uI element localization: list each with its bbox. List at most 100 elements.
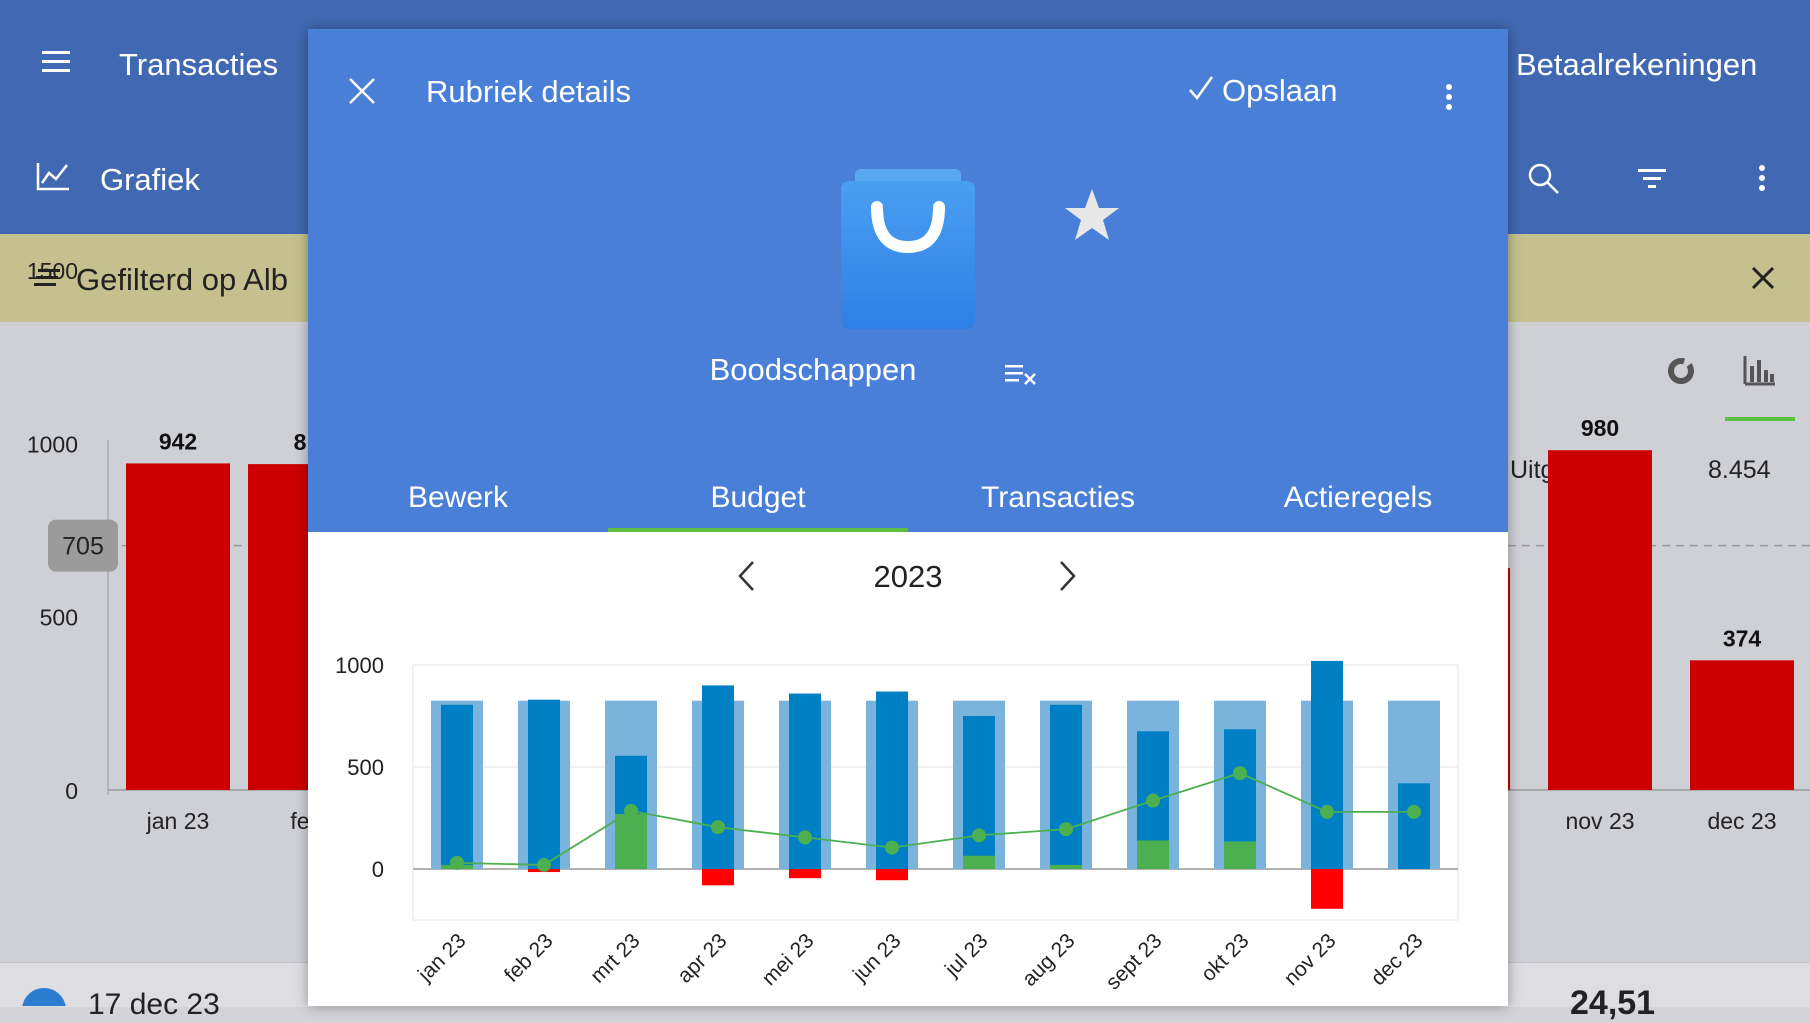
over-budget-bar (789, 869, 821, 879)
x-tick-label: nov 23 (1565, 808, 1634, 834)
bar-value-label: 374 (1723, 625, 1762, 651)
x-tick-label: jun 23 (848, 929, 905, 986)
cumulative-point (1146, 793, 1160, 808)
save-button[interactable]: Opslaan (1188, 65, 1368, 115)
tab-label: Budget (710, 481, 806, 514)
cumulative-point (711, 820, 725, 835)
checkmark-icon (1189, 76, 1214, 101)
bar-chart-icon[interactable] (1743, 354, 1777, 386)
cumulative-point (450, 855, 464, 870)
cumulative-point (1320, 804, 1334, 819)
expense-bar (126, 463, 230, 790)
bar-value-label: 8 (294, 429, 307, 455)
more-vertical-icon[interactable] (1758, 164, 1766, 194)
x-tick-label: mei 23 (758, 929, 819, 990)
close-icon[interactable] (1750, 265, 1776, 291)
filter-lines-icon (34, 269, 60, 286)
cumulative-point (1233, 766, 1247, 781)
bar-value-label: 942 (159, 428, 197, 454)
x-tick-label: aug 23 (1018, 929, 1080, 991)
spent-bar (702, 685, 734, 869)
surplus-bar (1224, 841, 1256, 869)
spent-bar (441, 704, 473, 869)
filter-icon[interactable] (1638, 168, 1668, 190)
x-tick-label: dec 23 (1707, 808, 1776, 834)
x-tick-label: sept 23 (1102, 929, 1167, 994)
cumulative-point (537, 857, 551, 872)
close-icon[interactable] (348, 77, 376, 105)
app-title: Transacties (119, 47, 279, 82)
over-budget-bar (876, 869, 908, 881)
tab-bewerk[interactable]: Bewerk (308, 469, 608, 532)
surplus-bar (963, 855, 995, 869)
x-tick-label: nov 23 (1280, 929, 1341, 990)
x-tick-label: feb 23 (500, 929, 558, 987)
accounts-title[interactable]: Betaalrekeningen (1516, 47, 1758, 82)
search-icon[interactable] (1527, 162, 1561, 196)
tab-budget[interactable]: Budget (608, 469, 908, 532)
over-budget-bar (702, 869, 734, 886)
clear-filter-icon[interactable] (1005, 363, 1039, 387)
merchant-avatar (22, 988, 66, 1006)
expense-bar (1690, 660, 1794, 790)
year-label: 2023 (873, 559, 943, 594)
surplus-bar (1050, 864, 1082, 869)
line-chart-icon (36, 163, 69, 191)
cumulative-point (885, 840, 899, 855)
summary-value: 8.454 (1708, 456, 1771, 484)
y-tick-label: 1500 (27, 258, 78, 284)
chevron-right-icon[interactable] (1058, 559, 1078, 593)
surplus-bar (615, 813, 647, 869)
y-tick-label: 1000 (27, 431, 78, 457)
active-tab-indicator (608, 528, 908, 532)
star-icon[interactable] (1063, 187, 1121, 243)
spent-bar (1050, 704, 1082, 869)
list-amount: 24,51 (1570, 984, 1656, 1022)
spent-bar (876, 691, 908, 869)
hamburger-icon[interactable] (42, 50, 72, 74)
cumulative-point (624, 803, 638, 818)
x-tick-label: jul 23 (940, 929, 992, 981)
spent-bar (1398, 783, 1430, 869)
average-badge (48, 519, 118, 572)
surplus-bar (1137, 840, 1169, 869)
tab-label: Transacties (981, 481, 1135, 514)
spent-bar (963, 716, 995, 869)
cumulative-point (972, 828, 986, 843)
bar-value-label: 980 (1581, 415, 1619, 441)
tab-label: Bewerk (407, 481, 509, 514)
dialog-title: Rubriek details (426, 74, 632, 109)
chart-title: Grafiek (100, 162, 200, 197)
average-label: 705 (62, 533, 104, 561)
x-tick-label: dec 23 (1367, 929, 1428, 990)
budget-chart: 0 500 1000 jan 23 feb 23 mrt 23 apr 23 mei 23 ju… (335, 653, 1459, 994)
tab-actieregels[interactable]: Actieregels (1208, 469, 1508, 532)
donut-chart-icon[interactable] (1665, 355, 1697, 387)
filter-text: Gefilterd op Alb (76, 262, 288, 297)
list-date: 17 dec 23 (88, 988, 220, 1021)
spent-bar (1311, 660, 1343, 869)
y-tick-label: 0 (65, 778, 78, 804)
cumulative-point (1059, 822, 1073, 837)
category-details-dialog: Rubriek details Opslaan Boodschappen Bew… (308, 29, 1508, 1006)
x-tick-label: fe (290, 808, 309, 834)
x-tick-label: jan 23 (413, 929, 470, 986)
save-label: Opslaan (1222, 73, 1338, 108)
chevron-left-icon[interactable] (736, 559, 756, 593)
y-tick-label: 500 (347, 755, 384, 780)
tab-label: Actieregels (1283, 481, 1433, 514)
more-vertical-icon[interactable] (1445, 83, 1453, 111)
x-tick-label: mrt 23 (586, 929, 644, 987)
tab-transacties[interactable]: Transacties (908, 469, 1208, 532)
x-tick-label: apr 23 (673, 929, 731, 987)
y-tick-label: 500 (40, 605, 78, 631)
spent-bar (528, 699, 560, 869)
cumulative-point (798, 830, 812, 845)
over-budget-bar (1311, 869, 1343, 909)
x-tick-label: jan 23 (146, 808, 210, 834)
cumulative-line (456, 772, 1414, 866)
expense-bar (1548, 450, 1652, 790)
shopping-bag-icon[interactable] (841, 167, 975, 329)
category-name: Boodschappen (709, 352, 917, 387)
y-tick-label: 1000 (335, 653, 384, 678)
